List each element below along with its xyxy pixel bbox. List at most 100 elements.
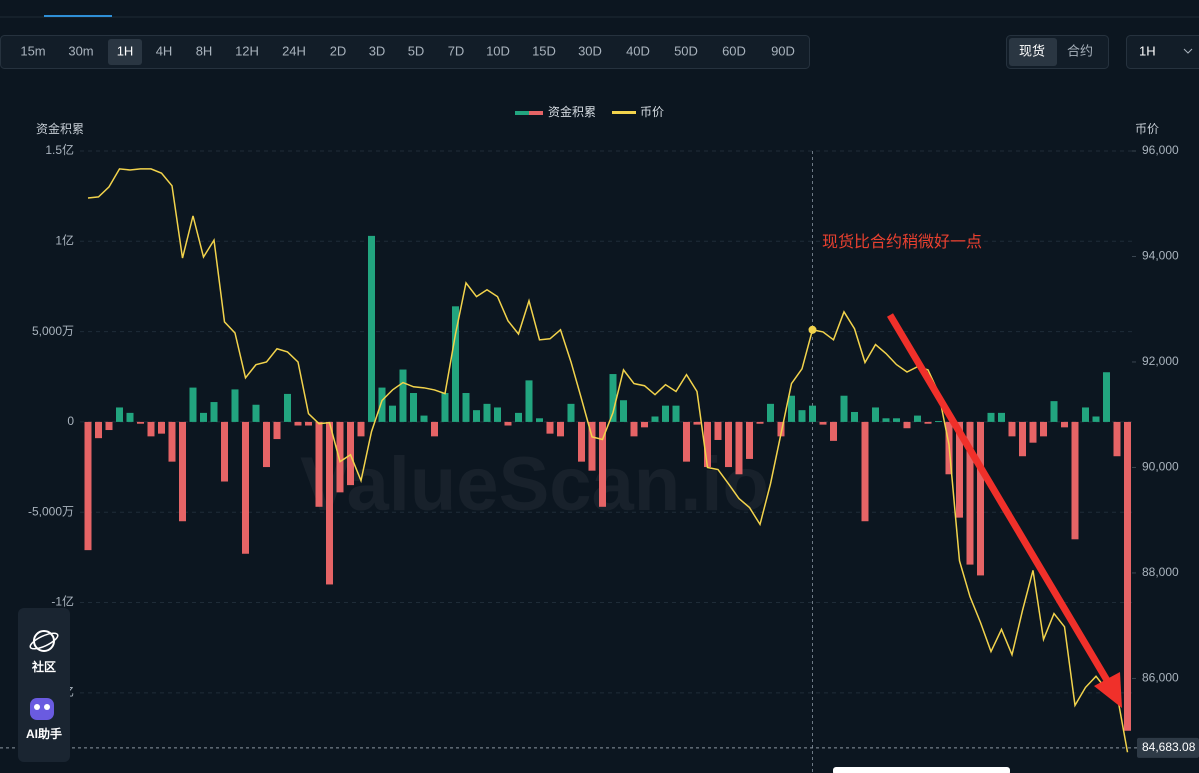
hover-point [808, 325, 817, 334]
bar [200, 412, 207, 422]
interval-bar [0, 35, 810, 69]
interval-button[interactable]: 4H [156, 43, 173, 58]
bar [840, 395, 848, 422]
price-tag [1137, 737, 1199, 758]
market-tab[interactable]: 现货 [1019, 43, 1045, 58]
bar [242, 421, 249, 554]
tooltip-edge [833, 767, 1010, 773]
bar [336, 421, 344, 493]
interval-button[interactable]: 8H [196, 43, 213, 58]
y-tick-label: 0 [67, 414, 74, 428]
interval-button[interactable]: 24H [282, 43, 306, 58]
interval-button[interactable]: 60D [722, 43, 746, 58]
interval-selected [108, 39, 142, 65]
bar [935, 421, 942, 422]
bar [599, 421, 606, 507]
bar [95, 421, 102, 439]
interval-button[interactable]: 90D [771, 43, 795, 58]
interval-button[interactable]: 15D [532, 43, 556, 58]
annotation: 现货比合约稍微好一点 [822, 233, 982, 251]
interval-button[interactable]: 30D [578, 43, 602, 58]
sidebar-item[interactable]: AI助手 [26, 726, 62, 741]
y-tick-label: 5,000万 [32, 324, 74, 338]
bar [914, 415, 921, 422]
bar [788, 395, 795, 422]
legend-label[interactable]: 资金积累 [548, 104, 596, 119]
bar [504, 421, 512, 426]
bar [410, 393, 417, 422]
interval-button[interactable]: 15m [20, 43, 45, 58]
interval-button[interactable]: 50D [674, 43, 698, 58]
bar [221, 421, 228, 482]
bar [483, 403, 491, 422]
interval-button[interactable]: 12H [235, 43, 259, 58]
bar [998, 412, 1005, 422]
bar [662, 405, 669, 422]
bar [1061, 421, 1068, 428]
bar [252, 404, 260, 422]
dropdown-value[interactable]: 1H [1139, 43, 1156, 58]
bar [819, 421, 827, 425]
bar [798, 410, 806, 422]
bar [158, 421, 165, 434]
legend-swatch [515, 111, 529, 115]
interval-button[interactable]: 1H [117, 43, 134, 58]
bar [1124, 421, 1131, 731]
bar [441, 393, 449, 422]
market-tab-selected [1009, 38, 1057, 66]
y-tick-label: 1亿 [55, 232, 74, 247]
community-icon-ring [29, 632, 59, 650]
bar [494, 407, 501, 422]
y2-tick-label: 90,000 [1142, 460, 1179, 474]
interval-button[interactable]: 7D [448, 43, 465, 58]
interval-button[interactable]: 2D [330, 43, 347, 58]
y-tick-label: -5,000万 [28, 504, 74, 518]
y-tick-label: 1.5亿 [45, 142, 74, 157]
interval-button[interactable]: 40D [626, 43, 650, 58]
trend-arrow [886, 313, 1112, 684]
bar [830, 421, 837, 441]
bar [210, 402, 218, 422]
bar [1103, 372, 1110, 422]
interval-button[interactable]: 5D [408, 43, 425, 58]
sidebar [18, 608, 70, 762]
ai-icon-eye [34, 704, 40, 710]
ai-icon[interactable] [30, 698, 54, 720]
bar [273, 421, 281, 440]
bar [473, 410, 480, 422]
bar [315, 421, 323, 507]
market-tab[interactable]: 合约 [1067, 43, 1093, 58]
bar [305, 421, 312, 426]
bar [284, 393, 291, 422]
bar [1092, 416, 1100, 422]
legend-label[interactable]: 币价 [640, 105, 664, 119]
bar [389, 405, 396, 422]
bar [1050, 401, 1058, 422]
bar [137, 421, 144, 424]
y2-tick-label: 86,000 [1142, 671, 1179, 685]
bar [399, 369, 407, 422]
bar [809, 405, 816, 422]
dropdown-box[interactable] [1126, 35, 1199, 69]
trend-arrowhead [1094, 672, 1122, 708]
bar [1029, 421, 1037, 443]
bar [294, 421, 302, 426]
interval-button[interactable]: 3D [369, 43, 386, 58]
sidebar-item[interactable]: 社区 [31, 659, 56, 674]
interval-button[interactable]: 10D [486, 43, 510, 58]
bar [368, 235, 375, 422]
bar [672, 405, 680, 422]
dropdown-caret [1183, 48, 1193, 54]
bar [882, 418, 890, 422]
bar [714, 421, 722, 440]
bar [956, 421, 963, 518]
bar [630, 421, 638, 437]
bar [683, 421, 690, 462]
interval-button[interactable]: 30m [68, 43, 93, 58]
bar [725, 421, 732, 468]
bar [557, 421, 564, 437]
legend-swatch [529, 111, 543, 115]
